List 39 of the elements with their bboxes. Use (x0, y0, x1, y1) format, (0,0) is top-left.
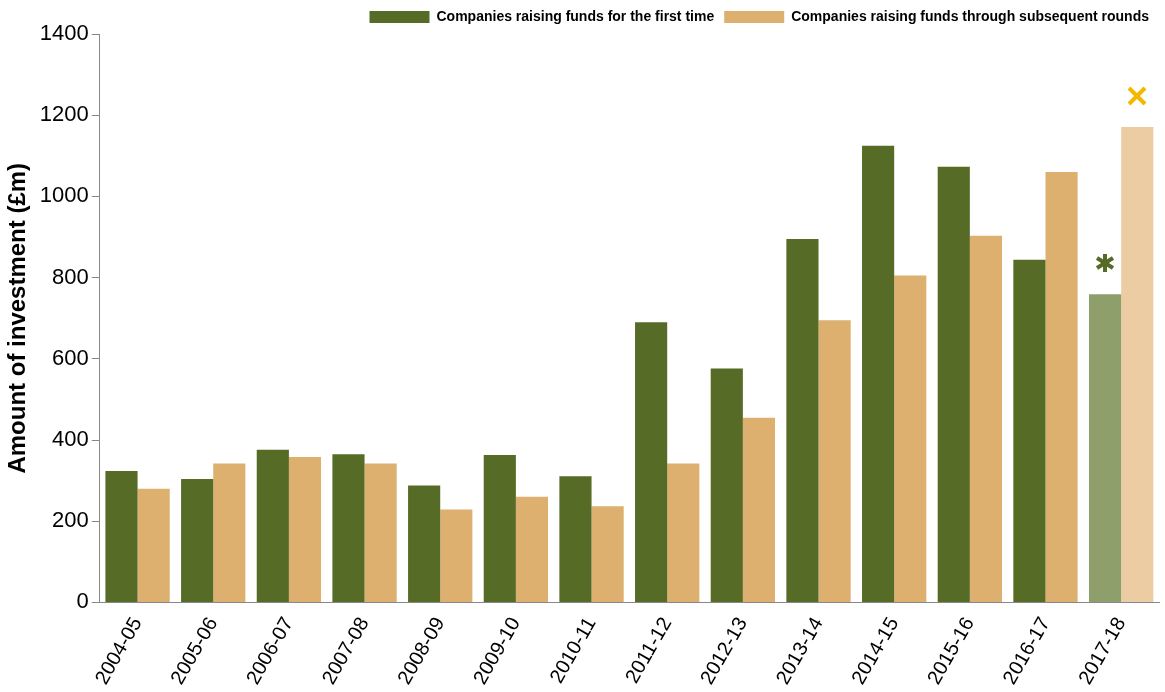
bar (105, 470, 138, 602)
y-tick-label: 200 (52, 507, 89, 533)
y-tick-label: 800 (52, 263, 89, 289)
bar (937, 166, 970, 602)
bar (969, 235, 1002, 602)
y-tick-label: 600 (52, 344, 89, 370)
bar (559, 476, 592, 602)
bar (213, 463, 246, 602)
y-tick-label: 400 (52, 426, 89, 452)
y-tick-label: 1200 (39, 101, 89, 127)
bar (408, 485, 441, 602)
y-tick-label: 0 (76, 588, 89, 614)
bar (1121, 126, 1154, 602)
bar (332, 454, 365, 602)
bar (440, 509, 473, 602)
legend-label: Companies raising funds for the first time (436, 7, 715, 24)
bar (515, 496, 549, 602)
bar (137, 488, 170, 602)
y-axis-title: Amount of investment (£m) (3, 162, 31, 474)
y-tick-label: 1000 (39, 182, 89, 208)
bar (667, 463, 700, 602)
legend-label: Companies raising funds through subsequent rounds (791, 7, 1150, 24)
bar (1089, 294, 1122, 602)
bar (894, 275, 927, 602)
bar (1013, 259, 1046, 602)
bar (483, 455, 516, 602)
bar (635, 322, 668, 602)
bar (742, 417, 776, 602)
bar (256, 449, 289, 602)
bar (710, 368, 743, 602)
bar (862, 145, 895, 602)
bar (818, 320, 851, 602)
bar (181, 479, 214, 602)
bar (288, 457, 322, 602)
bar (591, 506, 624, 602)
y-tick-label: 1400 (39, 20, 89, 46)
bar (364, 463, 397, 602)
bar (786, 239, 819, 602)
bar (1045, 172, 1078, 602)
